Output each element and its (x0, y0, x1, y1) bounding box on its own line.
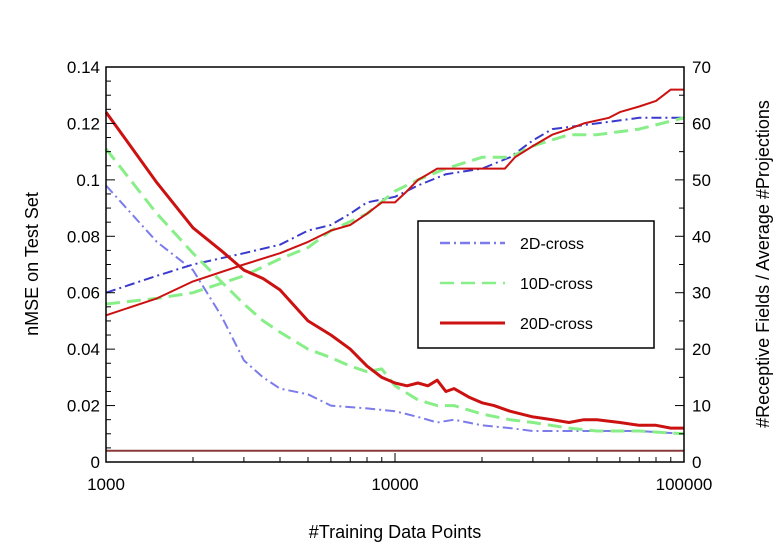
y-right-tick-label: 50 (692, 171, 711, 190)
series-line-4 (104, 111, 684, 430)
y-right-tick-label: 20 (692, 340, 711, 359)
y-right-tick-label: 30 (692, 284, 711, 303)
y-left-tick-label: 0 (91, 453, 100, 472)
series-line-3 (105, 116, 685, 306)
y-right-tick-label: 10 (692, 397, 711, 416)
y-left-tick-label: 0.04 (67, 340, 100, 359)
y-left-tick-label: 0.12 (67, 114, 100, 133)
y-left-tick-label: 0.08 (67, 227, 100, 246)
x-tick-label: 100000 (656, 475, 713, 494)
y-left-tick-label: 0.1 (76, 171, 100, 190)
legend-box (417, 220, 655, 349)
legend-label: 2D-cross (520, 236, 584, 253)
legend: 2D-cross 10D-cross 20D-cross (417, 220, 655, 349)
y-left-tick-label: 0.02 (67, 397, 100, 416)
x-tick-label: 10000 (371, 475, 418, 494)
y-axis-right-label: #Receptive Fields / Average #Projections (753, 100, 773, 428)
legend-label: 20D-cross (520, 316, 593, 333)
y-right-tick-label: 40 (692, 227, 711, 246)
x-tick-label: 1000 (87, 475, 125, 494)
series-line-1 (105, 116, 684, 294)
y-axis-left: 0 0.02 0.04 0.06 0.08 0.1 0.12 0.14 (67, 58, 115, 472)
x-axis: 1000 10000 100000 (87, 453, 712, 494)
y-axis-left-label: nMSE on Test Set (22, 192, 42, 336)
y-left-tick-label: 0.06 (67, 284, 100, 303)
y-right-tick-label: 0 (692, 453, 701, 472)
y-left-tick-label: 0.14 (67, 58, 100, 77)
series-layer (104, 88, 685, 452)
y-right-tick-label: 70 (692, 58, 711, 77)
series-line-0 (105, 184, 685, 435)
x-axis-label: #Training Data Points (309, 522, 481, 542)
series-line-5 (105, 88, 684, 317)
y-axis-right: 0 10 20 30 40 50 60 70 (675, 58, 711, 472)
y-right-tick-label: 60 (692, 114, 711, 133)
legend-label: 10D-cross (520, 276, 593, 293)
series-line-2 (104, 147, 685, 436)
